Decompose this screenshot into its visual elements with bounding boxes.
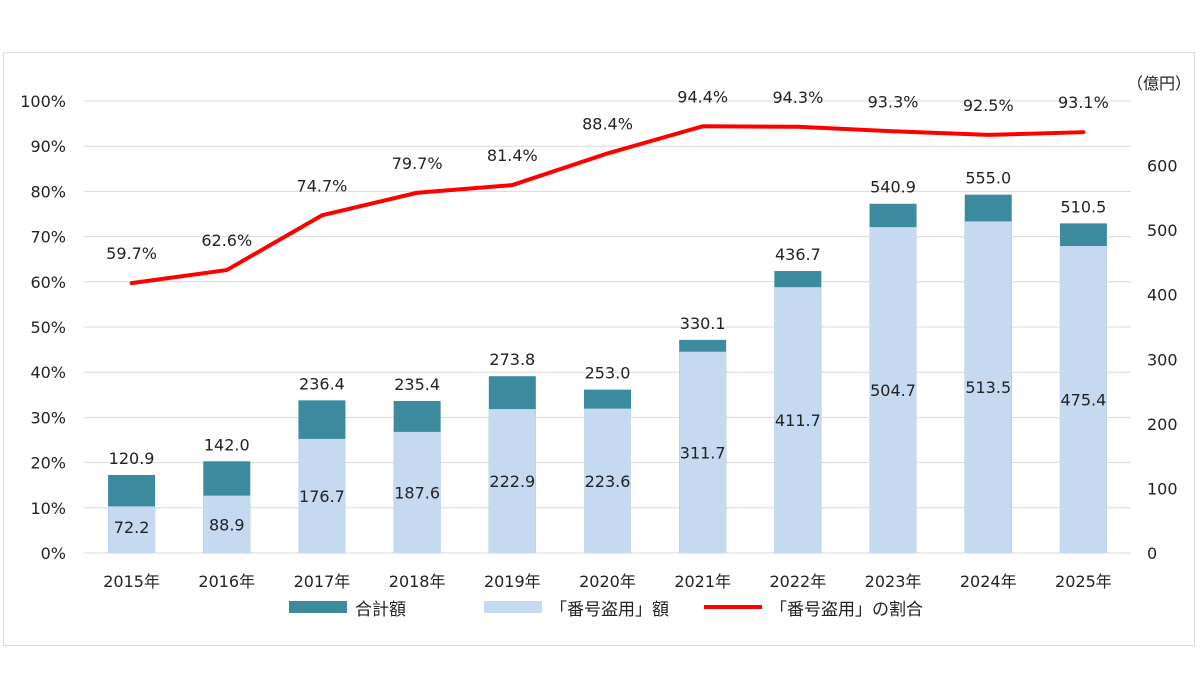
left-axis-tick-label: 20% (30, 454, 66, 473)
ratio-data-label: 94.3% (772, 88, 823, 107)
left-axis-tick-label: 10% (30, 499, 66, 518)
total-data-label: 120.9 (109, 449, 155, 468)
fraud-bar (1059, 246, 1107, 553)
chart-frame: 120.9 72.2 142.0 88.9 236.4 176.7 235.4 187.6 27… (3, 52, 1195, 646)
fraud-data-label: 88.9 (209, 515, 245, 534)
ratio-data-label: 62.6% (201, 231, 252, 250)
ratio-data-label: 59.7% (106, 244, 157, 263)
x-axis-tick-label: 2024年 (960, 572, 1017, 591)
ratio-data-label: 93.3% (868, 92, 919, 111)
fraud-data-label: 176.7 (299, 487, 345, 506)
total-data-label: 253.0 (585, 364, 631, 383)
x-axis-tick-label: 2016年 (198, 572, 255, 591)
fraud-data-label: 187.6 (394, 483, 440, 502)
left-axis-tick-label: 40% (30, 363, 66, 382)
fraud-data-label: 504.7 (870, 381, 916, 400)
chart: 120.9 72.2 142.0 88.9 236.4 176.7 235.4 187.6 27… (20, 74, 1191, 620)
ratio-data-label: 94.4% (677, 87, 728, 106)
right-axis-tick-label: 600 (1147, 157, 1178, 176)
fraud-data-label: 72.2 (114, 518, 150, 537)
left-axis-tick-label: 30% (30, 408, 66, 427)
fraud-bar (774, 287, 822, 553)
total-data-label: 436.7 (775, 245, 821, 264)
ratio-line (129, 124, 1086, 286)
fraud-bar (108, 506, 156, 553)
total-data-label: 330.1 (680, 314, 726, 333)
x-axis-tick-label: 2022年 (769, 572, 826, 591)
total-data-label: 555.0 (965, 169, 1011, 188)
x-axis-tick-label: 2015年 (103, 572, 160, 591)
total-data-label: 236.4 (299, 374, 345, 393)
x-axis-tick-label: 2017年 (294, 572, 351, 591)
fraud-data-label: 311.7 (680, 443, 726, 462)
legend-swatch-fraud (484, 601, 542, 613)
bars (108, 194, 1107, 553)
fraud-data-label: 222.9 (489, 472, 535, 491)
legend-swatch-total (289, 601, 347, 613)
gridlines (84, 100, 1131, 554)
legend-label-total: 合計額 (355, 600, 406, 620)
left-axis-tick-label: 0% (41, 544, 66, 563)
right-axis-tick-label: 300 (1147, 350, 1178, 369)
total-data-label: 142.0 (204, 435, 250, 454)
fraud-bar (298, 438, 346, 553)
left-axis-tick-label: 60% (30, 273, 66, 292)
total-data-label: 540.9 (870, 178, 916, 197)
left-axis-tick-label: 50% (30, 318, 66, 337)
x-axis-tick-label: 2019年 (484, 572, 541, 591)
right-axis-tick-label: 100 (1147, 479, 1178, 498)
axes: 0% 10% 20% 30% 40% 50% 60% 70% 80% 90% 100% 0 100 200… (20, 74, 1191, 591)
right-axis-tick-label: 0 (1147, 544, 1157, 563)
fraud-bar (393, 431, 441, 553)
fraud-data-label: 223.6 (585, 472, 631, 491)
left-axis-tick-label: 90% (30, 137, 66, 156)
legend-label-ratio: 「番号盗用」の割合 (770, 600, 923, 620)
ratio-data-label: 74.7% (297, 176, 348, 195)
right-axis-unit-label: （億円） (1127, 74, 1191, 93)
left-axis-tick-label: 80% (30, 182, 66, 201)
ratio-line-group (129, 124, 1086, 286)
x-axis-tick-label: 2025年 (1055, 572, 1112, 591)
legend-label-fraud: 「番号盗用」額 (550, 600, 669, 620)
ratio-data-label: 92.5% (963, 96, 1014, 115)
ratio-data-label: 93.1% (1058, 93, 1109, 112)
right-axis-tick-label: 200 (1147, 415, 1178, 434)
ratio-data-label: 88.4% (582, 114, 633, 133)
ratio-data-label: 81.4% (487, 146, 538, 165)
x-axis-tick-label: 2020年 (579, 572, 636, 591)
fraud-data-label: 513.5 (965, 378, 1011, 397)
left-axis-tick-label: 100% (20, 92, 66, 111)
fraud-bar (679, 351, 727, 553)
x-axis-tick-label: 2021年 (674, 572, 731, 591)
x-axis-tick-label: 2018年 (389, 572, 446, 591)
total-data-label: 235.4 (394, 375, 440, 394)
total-data-label: 273.8 (489, 350, 535, 369)
right-axis-tick-label: 400 (1147, 286, 1178, 305)
left-axis-tick-label: 70% (30, 228, 66, 247)
fraud-data-label: 411.7 (775, 411, 821, 430)
data-labels: 120.9 72.2 142.0 88.9 236.4 176.7 235.4 187.6 27… (106, 87, 1109, 537)
ratio-data-label: 79.7% (392, 154, 443, 173)
fraud-bar (488, 409, 536, 553)
fraud-bar (869, 227, 917, 553)
fraud-bar (584, 408, 631, 553)
fraud-data-label: 475.4 (1061, 391, 1107, 410)
fraud-bar (964, 221, 1012, 553)
x-axis-tick-label: 2023年 (865, 572, 922, 591)
fraud-bar (203, 495, 251, 553)
right-axis-tick-label: 500 (1147, 221, 1178, 240)
legend: 合計額 「番号盗用」額 「番号盗用」の割合 (289, 600, 923, 620)
total-data-label: 510.5 (1061, 197, 1107, 216)
